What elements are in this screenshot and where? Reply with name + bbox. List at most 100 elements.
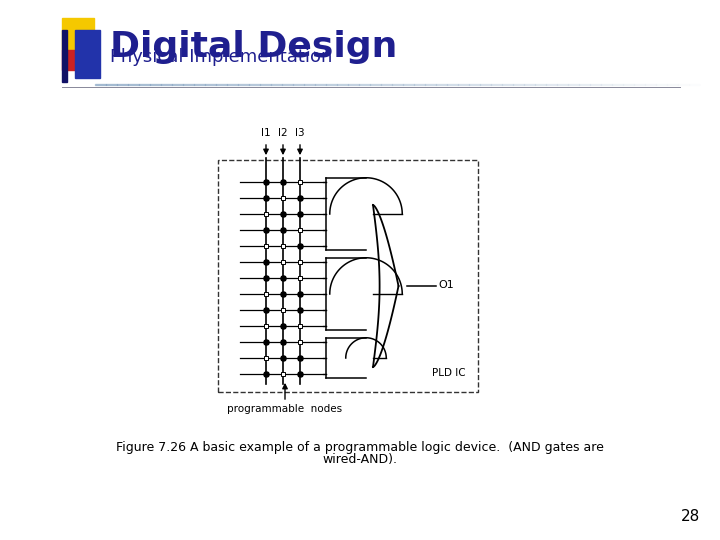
Bar	[315, 84, 326, 85]
Bar	[557, 84, 568, 85]
Bar	[568, 84, 579, 85]
Text: I1: I1	[261, 128, 271, 138]
Bar	[293, 84, 304, 85]
Bar	[298, 244, 302, 248]
Bar	[264, 244, 269, 248]
Bar	[480, 84, 491, 85]
Bar	[264, 228, 269, 232]
Bar	[469, 84, 480, 85]
Bar	[612, 84, 623, 85]
Bar	[298, 324, 302, 328]
Bar	[271, 84, 282, 85]
Bar	[281, 324, 285, 328]
Bar	[139, 84, 150, 85]
Bar	[667, 84, 678, 85]
Bar	[370, 84, 381, 85]
Bar	[281, 308, 285, 312]
Bar	[590, 84, 601, 85]
Bar	[337, 84, 348, 85]
Bar	[264, 308, 269, 312]
Bar	[348, 84, 359, 85]
Bar	[106, 84, 117, 85]
Bar	[264, 324, 269, 328]
Bar	[216, 84, 227, 85]
Text: 28: 28	[680, 509, 700, 524]
Bar	[264, 372, 269, 376]
Bar	[264, 276, 269, 280]
Bar	[227, 84, 238, 85]
Bar	[194, 84, 205, 85]
Bar	[524, 84, 535, 85]
Bar	[546, 84, 557, 85]
Text: O1: O1	[438, 280, 454, 290]
Bar	[298, 308, 302, 312]
Bar	[75, 30, 100, 78]
Bar	[150, 84, 161, 85]
Bar	[161, 84, 172, 85]
Bar	[645, 84, 656, 85]
Bar	[281, 276, 285, 280]
Bar	[62, 18, 94, 50]
Bar	[502, 84, 513, 85]
Bar	[678, 84, 689, 85]
Bar	[579, 84, 590, 85]
Bar	[128, 84, 139, 85]
Bar	[298, 372, 302, 376]
Bar	[281, 180, 285, 184]
Bar	[95, 84, 106, 85]
Text: I2: I2	[278, 128, 288, 138]
Bar	[623, 84, 634, 85]
Bar	[281, 260, 285, 264]
Bar	[359, 84, 370, 85]
Bar	[218, 160, 478, 392]
Bar	[281, 195, 285, 200]
Bar	[535, 84, 546, 85]
Bar	[436, 84, 447, 85]
Bar	[298, 180, 302, 184]
Bar	[172, 84, 183, 85]
Bar	[425, 84, 436, 85]
Bar	[281, 212, 285, 216]
Bar	[403, 84, 414, 85]
Bar	[281, 244, 285, 248]
Text: wired-AND).: wired-AND).	[323, 453, 397, 466]
Bar	[264, 180, 269, 184]
Text: Physical Implementation: Physical Implementation	[110, 48, 333, 66]
Text: PLD IC: PLD IC	[433, 368, 466, 378]
Bar	[281, 228, 285, 232]
Bar	[264, 195, 269, 200]
Bar	[298, 212, 302, 216]
Bar	[281, 356, 285, 360]
Bar	[298, 356, 302, 360]
Text: Digital Design: Digital Design	[110, 30, 397, 64]
Bar	[414, 84, 425, 85]
Bar	[264, 292, 269, 296]
Bar	[260, 84, 271, 85]
Bar	[392, 84, 403, 85]
Bar	[238, 84, 249, 85]
Bar	[281, 372, 285, 376]
Bar	[304, 84, 315, 85]
Bar	[381, 84, 392, 85]
Bar	[298, 340, 302, 345]
Bar	[264, 212, 269, 216]
Bar	[447, 84, 458, 85]
Bar	[656, 84, 667, 85]
Bar	[205, 84, 216, 85]
Bar	[298, 228, 302, 232]
Bar	[249, 84, 260, 85]
Bar	[281, 292, 285, 296]
Text: programmable  nodes: programmable nodes	[228, 404, 343, 414]
Bar	[264, 340, 269, 345]
Bar	[117, 84, 128, 85]
Bar	[183, 84, 194, 85]
Bar	[264, 260, 269, 264]
Text: Figure 7.26 A basic example of a programmable logic device.  (AND gates are: Figure 7.26 A basic example of a program…	[116, 441, 604, 454]
Bar	[513, 84, 524, 85]
Bar	[689, 84, 700, 85]
Bar	[298, 260, 302, 264]
Bar	[62, 30, 67, 82]
Bar	[298, 195, 302, 200]
Bar	[282, 84, 293, 85]
Bar	[264, 356, 269, 360]
